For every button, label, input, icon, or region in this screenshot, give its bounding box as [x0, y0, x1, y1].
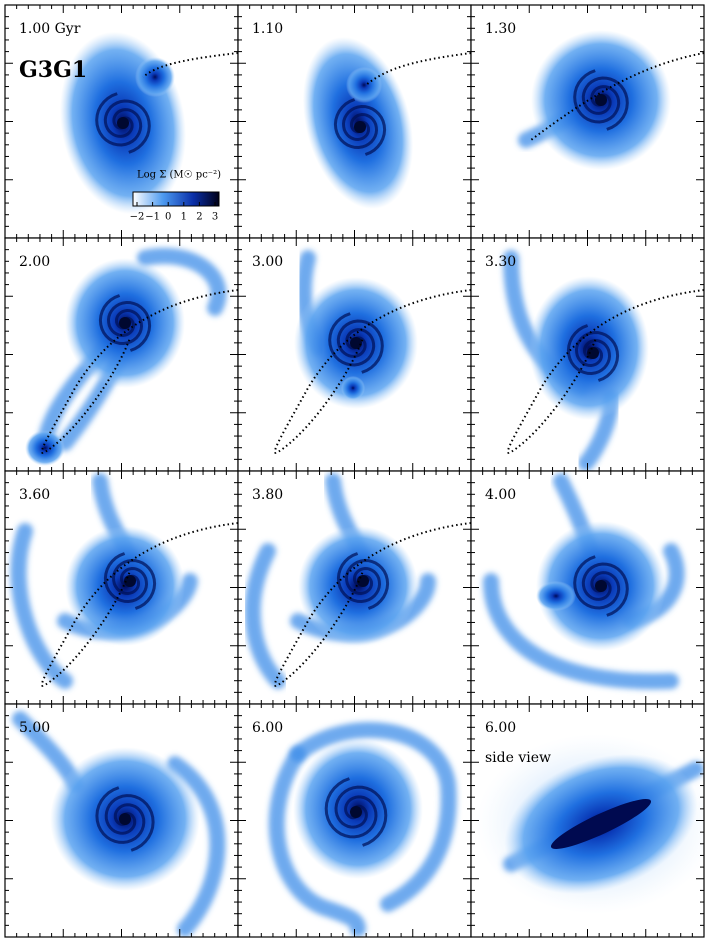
colorbar	[132, 191, 220, 207]
colorbar-tick-label: −1	[145, 212, 160, 223]
core	[595, 94, 607, 106]
time-label: 1.00 Gyr	[19, 21, 81, 37]
tidal-tail	[10, 523, 73, 689]
core	[350, 337, 362, 349]
view-note: side view	[485, 750, 551, 766]
colorbar-title: Log Σ (M☉ pc⁻²)	[137, 170, 221, 181]
panel-content	[5, 471, 238, 704]
panel: 3.80	[237, 470, 472, 705]
time-label: 3.60	[19, 487, 50, 503]
colorbar-tick-label: −2	[130, 212, 145, 223]
tidal-tail	[244, 543, 286, 689]
gas-disk	[550, 799, 652, 849]
panel: 3.60	[4, 470, 239, 705]
panel-content	[5, 704, 238, 937]
colorbar-tick-label: 2	[196, 212, 202, 223]
core	[354, 121, 366, 133]
time-label: 3.80	[252, 487, 283, 503]
panel-content	[471, 471, 704, 704]
panel-content	[471, 5, 704, 238]
panel: 3.30	[470, 237, 705, 472]
tidal-tail	[483, 573, 679, 690]
core	[119, 317, 131, 329]
panel-content	[5, 238, 238, 471]
time-label: 1.10	[252, 21, 283, 37]
tidal-tail	[167, 756, 226, 937]
panel: 4.00	[470, 470, 705, 705]
gas-disk	[529, 276, 649, 420]
time-label: 2.00	[19, 254, 50, 270]
core	[357, 575, 369, 587]
time-label: 1.30	[485, 21, 516, 37]
panel: 2.00	[4, 237, 239, 472]
tidal-tail	[268, 746, 366, 937]
time-label: 3.00	[252, 254, 283, 270]
core	[119, 813, 131, 825]
gas-disk	[341, 376, 365, 400]
tidal-tail	[290, 722, 457, 912]
time-label: 6.00	[485, 720, 516, 736]
gas-disk	[135, 57, 175, 97]
panel: 6.00	[237, 703, 472, 938]
time-label: 3.30	[485, 254, 516, 270]
panel-content	[238, 5, 471, 238]
panel-content	[5, 5, 238, 238]
core	[587, 347, 599, 359]
tidal-tail	[137, 248, 227, 316]
core	[124, 575, 136, 587]
time-label: 6.00	[252, 720, 283, 736]
gas-disk	[25, 430, 65, 466]
orbit	[530, 52, 704, 141]
gas-disk	[536, 581, 576, 611]
run-label: G3G1	[19, 57, 87, 83]
panel: 5.00	[4, 703, 239, 938]
time-label: 4.00	[485, 487, 516, 503]
panel-content	[238, 704, 471, 937]
time-label: 5.00	[19, 720, 50, 736]
panel-content	[238, 471, 471, 704]
gas-disk	[346, 67, 382, 103]
orbit	[142, 52, 238, 78]
panel: 6.00 side view	[470, 703, 705, 938]
core	[117, 117, 129, 129]
panel-content	[238, 238, 471, 471]
core	[595, 580, 607, 592]
core	[350, 806, 362, 818]
panel: 1.10	[237, 4, 472, 239]
panel-content	[471, 704, 704, 937]
panel: 1.00 Gyr G3G1 Log Σ (M☉ pc⁻²) −2 −1 0 1 2 3	[4, 4, 239, 239]
colorbar-tick-label: 0	[165, 212, 171, 223]
colorbar-tick-label: 1	[181, 212, 187, 223]
panel-content	[471, 238, 704, 471]
colorbar-tick-label: 3	[212, 212, 218, 223]
panel: 3.00	[237, 237, 472, 472]
panel: 1.30	[470, 4, 705, 239]
